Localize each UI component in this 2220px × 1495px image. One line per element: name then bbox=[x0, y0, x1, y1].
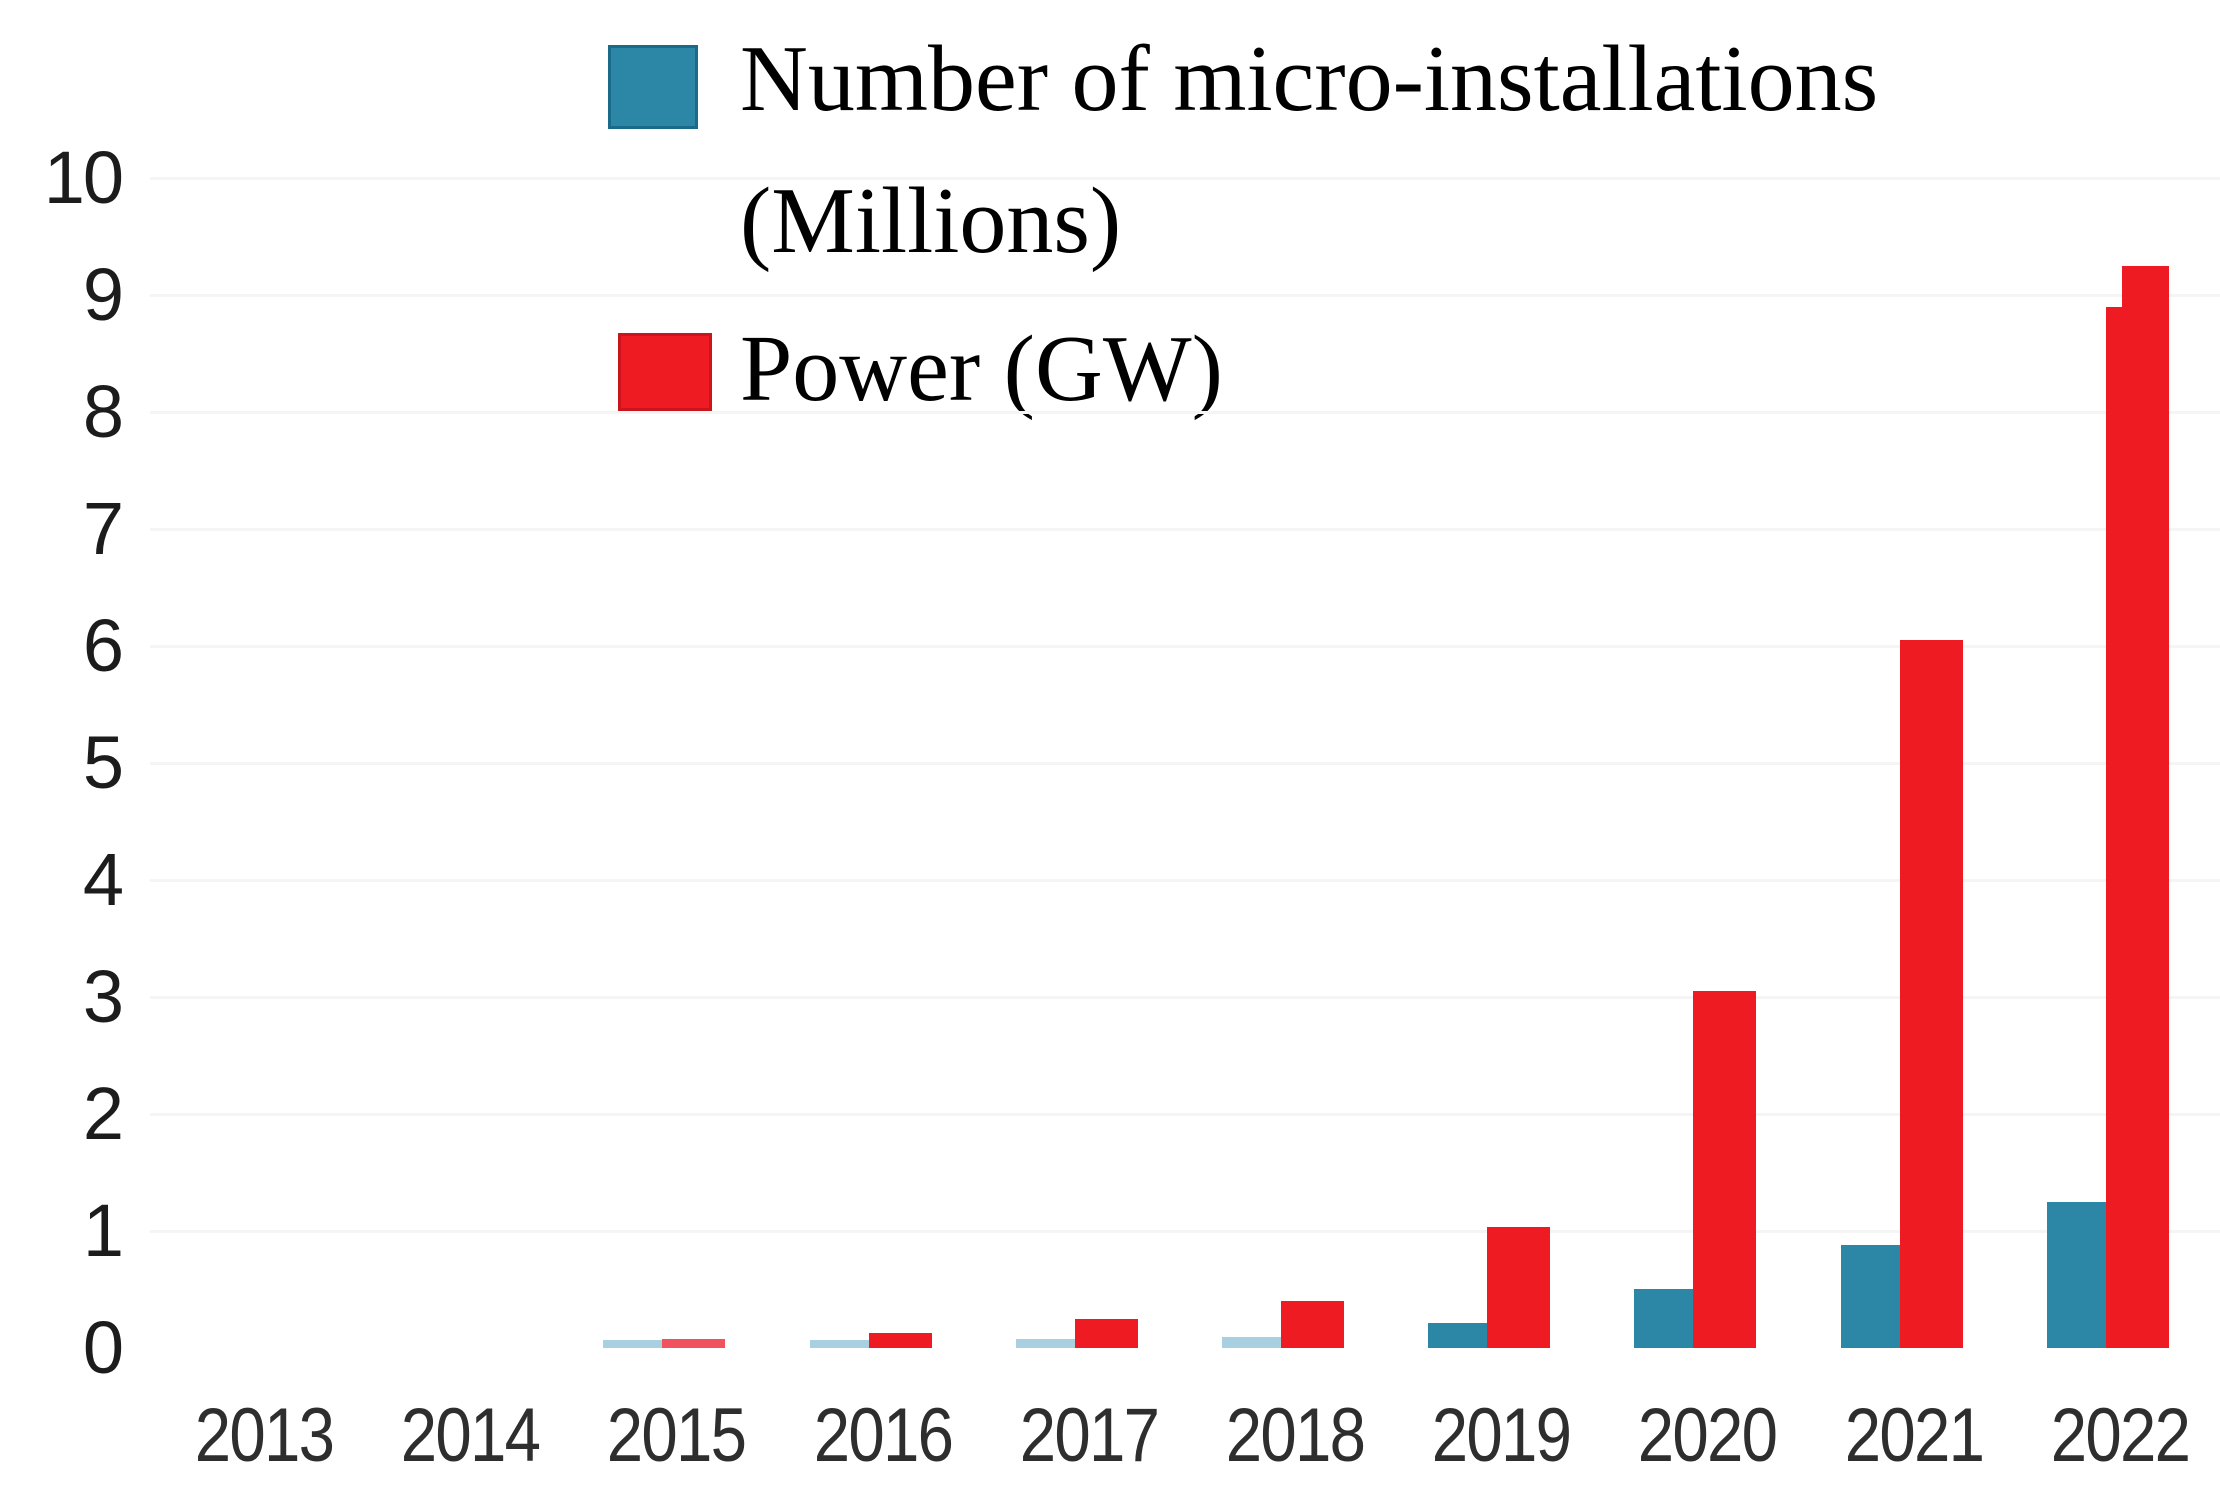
bar-power-2016 bbox=[869, 1333, 932, 1348]
bar-power-2020 bbox=[1693, 991, 1756, 1348]
bar-power-2017 bbox=[1075, 1319, 1138, 1348]
x-axis-label-2019: 2019 bbox=[1431, 1393, 1572, 1478]
legend: Number of micro-installations (Millions)… bbox=[0, 0, 2220, 470]
y-axis-tick-label-10: 10 bbox=[43, 136, 124, 219]
bar-installations-2015 bbox=[603, 1340, 662, 1348]
gridline-3 bbox=[150, 996, 2220, 999]
gridline-6 bbox=[150, 645, 2220, 648]
x-axis-label-2016: 2016 bbox=[813, 1393, 954, 1478]
gridline-5 bbox=[150, 762, 2220, 765]
gridline-1 bbox=[150, 1230, 2220, 1233]
y-axis-tick-label-9: 9 bbox=[82, 253, 124, 336]
y-axis-tick-label-3: 3 bbox=[82, 955, 124, 1038]
legend-label-power: Power (GW) bbox=[740, 317, 1223, 421]
bar-installations-2016 bbox=[810, 1340, 869, 1348]
bar-installations-2022 bbox=[2047, 1202, 2106, 1348]
x-axis-label-2015: 2015 bbox=[606, 1393, 747, 1478]
x-axis-label-2018: 2018 bbox=[1225, 1393, 1366, 1478]
gridline-9 bbox=[150, 294, 2220, 297]
x-axis-label-2021: 2021 bbox=[1844, 1393, 1985, 1478]
y-axis-tick-label-6: 6 bbox=[82, 604, 124, 687]
x-axis-label-2022: 2022 bbox=[2050, 1393, 2191, 1478]
bar-installations-2021 bbox=[1841, 1245, 1900, 1348]
bar-power-2018 bbox=[1281, 1301, 1344, 1348]
y-axis-tick-label-5: 5 bbox=[82, 721, 124, 804]
x-axis-label-2014: 2014 bbox=[400, 1393, 541, 1478]
bar-power-2021 bbox=[1900, 640, 1963, 1348]
gridline-7 bbox=[150, 528, 2220, 531]
gridline-2 bbox=[150, 1113, 2220, 1116]
y-axis-tick-label-0: 0 bbox=[82, 1306, 124, 1389]
y-axis-tick-label-2: 2 bbox=[82, 1072, 124, 1155]
x-axis-label-2013: 2013 bbox=[194, 1393, 335, 1478]
bar-installations-2019 bbox=[1428, 1323, 1487, 1348]
bar-power-2022 bbox=[2122, 266, 2169, 1348]
gridline-10 bbox=[150, 177, 2220, 180]
legend-swatch-power bbox=[618, 333, 712, 411]
bar-installations-2018 bbox=[1222, 1337, 1281, 1348]
y-axis-tick-label-1: 1 bbox=[82, 1189, 124, 1272]
gridline-4 bbox=[150, 879, 2220, 882]
bar-installations-2017 bbox=[1016, 1339, 1075, 1348]
bar-power-2015 bbox=[662, 1339, 725, 1348]
bar-installations-2020 bbox=[1634, 1289, 1693, 1348]
legend-swatch-installations bbox=[608, 45, 698, 129]
y-axis-tick-label-7: 7 bbox=[82, 487, 124, 570]
legend-label-installations: Number of micro-installations (Millions) bbox=[740, 27, 1879, 273]
x-axis-label-2020: 2020 bbox=[1637, 1393, 1778, 1478]
x-axis-label-2017: 2017 bbox=[1019, 1393, 1160, 1478]
gridline-8 bbox=[150, 411, 2220, 414]
bar-power-2019 bbox=[1487, 1227, 1550, 1348]
y-axis-tick-label-4: 4 bbox=[82, 838, 124, 921]
y-axis-tick-label-8: 8 bbox=[82, 370, 124, 453]
